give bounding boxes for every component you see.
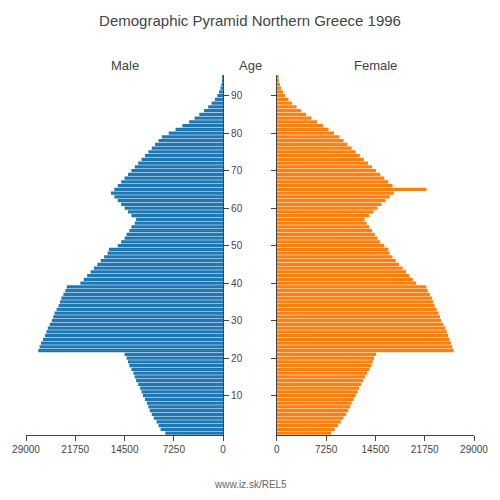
svg-text:10: 10 <box>231 390 243 401</box>
svg-text:Age: Age <box>239 58 262 73</box>
svg-text:0: 0 <box>274 444 280 455</box>
svg-text:40: 40 <box>231 278 243 289</box>
svg-text:Demographic Pyramid Northern G: Demographic Pyramid Northern Greece 1996 <box>99 12 401 29</box>
svg-text:7250: 7250 <box>163 444 186 455</box>
svg-text:Male: Male <box>111 58 139 73</box>
svg-text:50: 50 <box>231 240 243 251</box>
svg-text:60: 60 <box>231 203 243 214</box>
svg-text:80: 80 <box>231 128 243 139</box>
svg-text:0: 0 <box>220 444 226 455</box>
svg-text:29000: 29000 <box>12 444 40 455</box>
svg-text:29000: 29000 <box>460 444 488 455</box>
svg-text:30: 30 <box>231 315 243 326</box>
svg-text:14500: 14500 <box>111 444 139 455</box>
svg-text:21750: 21750 <box>411 444 439 455</box>
svg-text:Female: Female <box>354 58 397 73</box>
svg-text:14500: 14500 <box>362 444 390 455</box>
svg-text:70: 70 <box>231 165 243 176</box>
svg-text:90: 90 <box>231 90 243 101</box>
svg-text:21750: 21750 <box>61 444 89 455</box>
svg-text:www.iz.sk/REL5: www.iz.sk/REL5 <box>214 479 287 490</box>
svg-text:7250: 7250 <box>315 444 338 455</box>
svg-text:20: 20 <box>231 353 243 364</box>
